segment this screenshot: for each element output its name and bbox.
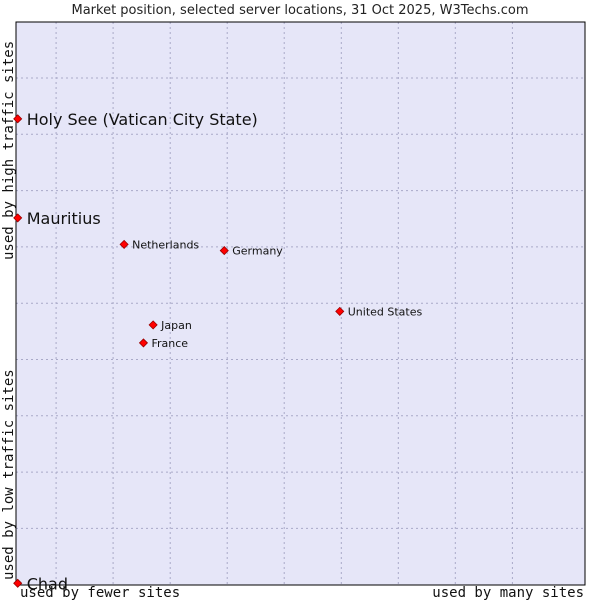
data-point-label: France xyxy=(151,337,188,350)
grid-lines xyxy=(16,22,585,585)
data-point-marker xyxy=(138,338,149,348)
data-point-marker xyxy=(219,246,229,256)
data-point-label: Chad xyxy=(27,574,68,593)
data-point-marker xyxy=(148,320,158,330)
y-axis-label-low: used by low traffic sites xyxy=(1,369,17,580)
plot-border xyxy=(15,21,586,586)
data-point-marker xyxy=(13,213,23,223)
data-point-label: Netherlands xyxy=(132,238,199,251)
chart-title: Market position, selected server locatio… xyxy=(71,3,528,18)
data-point-label: United States xyxy=(348,305,423,318)
data-point-marker xyxy=(13,578,23,588)
data-point-label: Mauritius xyxy=(27,209,101,228)
x-axis-label-high: used by many sites xyxy=(432,585,584,600)
data-point-label: Japan xyxy=(160,319,192,332)
data-points: Holy See (Vatican City State) Mauritius Ne… xyxy=(13,110,423,593)
data-point-label: Germany xyxy=(232,245,283,258)
plot-area xyxy=(15,21,586,586)
x-axis-label-low: used by fewer sites xyxy=(20,585,180,600)
data-point-label: Holy See (Vatican City State) xyxy=(27,110,258,129)
data-point-marker xyxy=(119,239,129,249)
y-axis-label-high: used by high traffic sites xyxy=(1,41,17,260)
data-point-marker xyxy=(335,306,345,316)
data-point-marker xyxy=(13,114,23,124)
